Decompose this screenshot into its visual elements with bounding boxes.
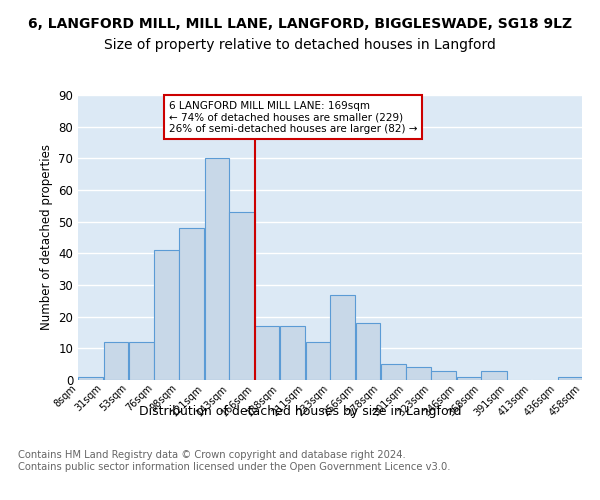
Bar <box>255 326 280 380</box>
Bar <box>305 342 330 380</box>
Text: 6 LANGFORD MILL MILL LANE: 169sqm
← 74% of detached houses are smaller (229)
26%: 6 LANGFORD MILL MILL LANE: 169sqm ← 74% … <box>169 100 417 134</box>
Bar <box>406 368 431 380</box>
Bar <box>481 370 506 380</box>
Bar <box>179 228 204 380</box>
Text: 6, LANGFORD MILL, MILL LANE, LANGFORD, BIGGLESWADE, SG18 9LZ: 6, LANGFORD MILL, MILL LANE, LANGFORD, B… <box>28 18 572 32</box>
Bar <box>229 212 254 380</box>
Bar <box>457 377 481 380</box>
Bar <box>205 158 229 380</box>
Bar <box>380 364 406 380</box>
Text: Distribution of detached houses by size in Langford: Distribution of detached houses by size … <box>139 405 461 418</box>
Bar <box>128 342 154 380</box>
Bar <box>154 250 179 380</box>
Bar <box>280 326 305 380</box>
Bar <box>330 294 355 380</box>
Bar <box>557 377 582 380</box>
Bar <box>356 323 380 380</box>
Y-axis label: Number of detached properties: Number of detached properties <box>40 144 53 330</box>
Bar <box>431 370 456 380</box>
Bar <box>104 342 128 380</box>
Bar <box>78 377 103 380</box>
Text: Size of property relative to detached houses in Langford: Size of property relative to detached ho… <box>104 38 496 52</box>
Text: Contains HM Land Registry data © Crown copyright and database right 2024.
Contai: Contains HM Land Registry data © Crown c… <box>18 450 451 471</box>
